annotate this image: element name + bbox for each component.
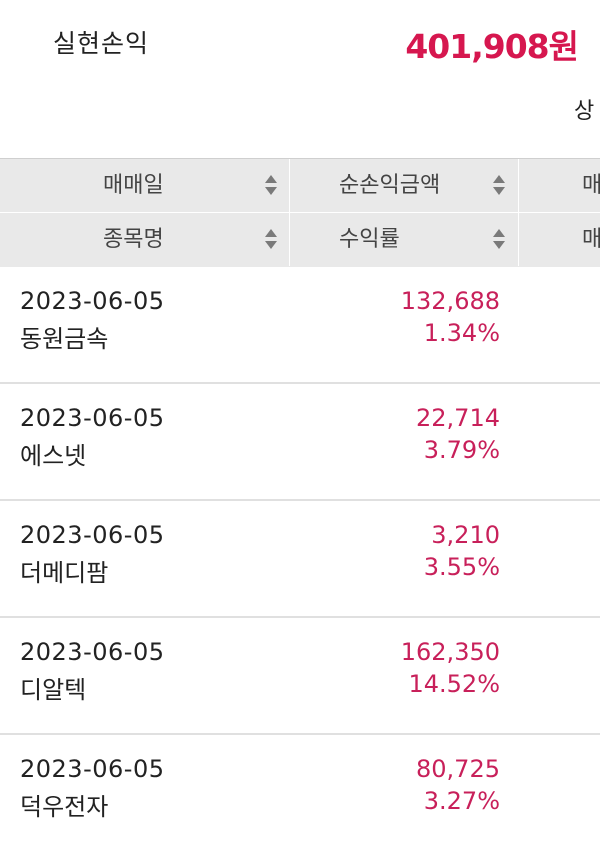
sort-header-trade-date[interactable]: 매매일 [0, 159, 290, 212]
detail-link[interactable]: 상 [574, 99, 595, 124]
sort-header-return-rate[interactable]: 수익률 [291, 213, 519, 266]
net-pnl-amount: 80,725 [416, 755, 500, 783]
header-row-1: 매매일 순손익금액 매 [0, 159, 600, 213]
sort-header-stock-name[interactable]: 종목명 [0, 213, 290, 266]
net-pnl-amount: 22,714 [416, 404, 500, 432]
return-rate: 3.27% [423, 787, 500, 815]
header-label: 매 [582, 173, 600, 198]
trade-date: 2023-06-05 [20, 521, 165, 549]
table-row[interactable]: 2023-06-05 에스넷 22,714 3.79% [0, 384, 600, 501]
return-rate: 1.34% [423, 319, 500, 347]
trade-date: 2023-06-05 [20, 404, 165, 432]
stock-name: 더메디팜 [20, 559, 109, 587]
sort-header-col3-row1[interactable]: 매 [520, 159, 600, 212]
header-row-2: 종목명 수익률 매 [0, 213, 600, 266]
summary-value: 401,908원 [405, 27, 579, 66]
table-row[interactable]: 2023-06-05 덕우전자 80,725 3.27% [0, 735, 600, 846]
summary-bar: 실현손익 401,908원 [0, 0, 600, 85]
table-row[interactable]: 2023-06-05 동원금속 132,688 1.34% [0, 267, 600, 384]
stock-name: 덕우전자 [20, 793, 109, 821]
stock-name: 동원금속 [20, 325, 109, 353]
table-row[interactable]: 2023-06-05 디알텍 162,350 14.52% [0, 618, 600, 735]
summary-label: 실현손익 [53, 29, 150, 58]
sort-icon [265, 175, 277, 197]
stock-name: 디알텍 [20, 676, 87, 704]
header-label: 순손익금액 [339, 173, 441, 198]
table-header: 매매일 순손익금액 매 종목명 수익률 매 [0, 158, 600, 267]
header-label: 매 [582, 227, 600, 252]
return-rate: 3.79% [423, 436, 500, 464]
sort-icon [493, 229, 505, 251]
trade-date: 2023-06-05 [20, 287, 165, 315]
table-row[interactable]: 2023-06-05 더메디팜 3,210 3.55% [0, 501, 600, 618]
net-pnl-amount: 3,210 [431, 521, 500, 549]
trade-date: 2023-06-05 [20, 755, 165, 783]
header-label: 종목명 [103, 227, 164, 252]
header-label: 수익률 [339, 227, 400, 252]
return-rate: 3.55% [423, 553, 500, 581]
stock-name: 에스넷 [20, 442, 87, 470]
header-label: 매매일 [103, 173, 164, 198]
sort-icon [493, 175, 505, 197]
sort-icon [265, 229, 277, 251]
sort-header-net-pnl[interactable]: 순손익금액 [291, 159, 519, 212]
net-pnl-amount: 162,350 [400, 638, 500, 666]
net-pnl-amount: 132,688 [400, 287, 500, 315]
sort-header-col3-row2[interactable]: 매 [520, 213, 600, 266]
return-rate: 14.52% [408, 670, 500, 698]
trade-date: 2023-06-05 [20, 638, 165, 666]
